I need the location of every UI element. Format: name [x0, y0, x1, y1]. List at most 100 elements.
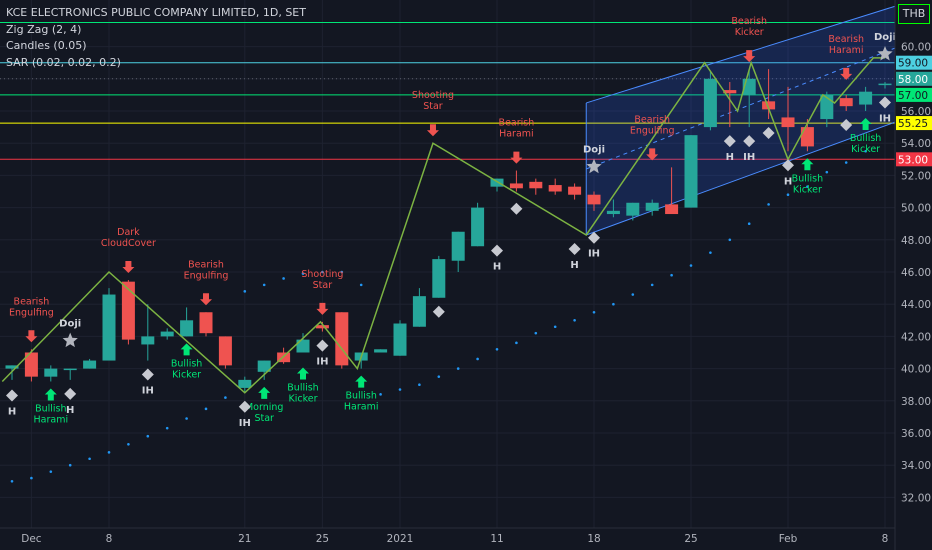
sar-dot — [30, 476, 33, 480]
sar-dot — [301, 272, 305, 275]
sar-series — [10, 149, 867, 483]
price-tick-label: 32.00 — [901, 492, 931, 504]
doji-label: Doji — [59, 319, 81, 330]
sar-dot — [340, 270, 344, 274]
sar-dot — [68, 463, 72, 467]
bear-arrow-icon — [646, 148, 659, 161]
sar-dot — [204, 407, 208, 411]
time-tick-label: 25 — [684, 533, 697, 545]
time-tick-label: Dec — [21, 533, 42, 545]
channel-lower — [586, 121, 895, 236]
regression-channel — [585, 5, 895, 236]
price-tick-label: 54.00 — [901, 138, 931, 150]
chart-legend: KCE ELECTRONICS PUBLIC COMPANY LIMITED, … — [6, 5, 306, 71]
level-badge-label: 57.00 — [898, 90, 928, 102]
doji-label: Doji — [874, 32, 896, 43]
doji-star-icon — [586, 158, 602, 174]
price-tick-label: 60.00 — [901, 42, 931, 54]
candle-body — [762, 101, 776, 110]
candle-body — [839, 98, 853, 107]
sar-dot — [456, 367, 460, 370]
price-tick-label: 56.00 — [901, 106, 931, 118]
time-tick-label: 8 — [106, 533, 113, 545]
pattern-label: Bullish — [35, 403, 66, 414]
pattern-label: Kicker — [735, 27, 764, 38]
sar-dot — [185, 417, 188, 420]
pattern-label: Star — [254, 413, 274, 424]
diamond-icon — [141, 368, 154, 381]
sar-dot — [321, 270, 324, 274]
sar-dot — [262, 283, 266, 287]
pattern-label: Harami — [829, 45, 864, 56]
sar-dot — [379, 393, 382, 396]
pattern-label: Bearish — [634, 114, 670, 125]
sar-dot — [224, 396, 227, 399]
sar-dot — [10, 480, 14, 483]
diamond-icon — [762, 127, 775, 140]
price-tick-label: 44.00 — [901, 299, 931, 311]
pattern-label: Engulfing — [9, 307, 54, 318]
candle-body — [412, 296, 426, 327]
bear-arrow-icon — [426, 124, 439, 137]
candle-body — [723, 90, 737, 94]
sar-dot — [107, 451, 111, 454]
price-tick-label: 42.00 — [901, 331, 931, 343]
pattern-label: CloudCover — [101, 238, 156, 249]
pattern-label: Bearish — [828, 34, 864, 45]
bear-arrow-icon — [840, 67, 853, 80]
diamond-icon — [879, 96, 891, 109]
sar-dot — [515, 341, 518, 345]
time-tick-label: 2021 — [387, 533, 414, 545]
bull-arrow-icon — [801, 158, 814, 171]
sar-dot — [359, 283, 363, 287]
level-badge-label: 59.00 — [898, 58, 928, 70]
candle-body — [102, 294, 116, 361]
candle-body — [296, 339, 310, 353]
indicator-sar[interactable]: SAR (0.02, 0.02, 0.2) — [6, 55, 121, 69]
indicator-candles[interactable]: Candles (0.05) — [6, 39, 87, 52]
candle-body — [684, 135, 698, 208]
candle-body — [781, 117, 795, 128]
sar-dot — [592, 310, 596, 314]
pattern-label: Dark — [117, 227, 140, 238]
sar-dot — [243, 290, 247, 293]
currency-badge[interactable]: THB — [898, 4, 930, 24]
channel-fill — [586, 6, 895, 235]
sar-dot — [670, 273, 673, 277]
candle-body — [335, 312, 349, 366]
pattern-label: Shooting — [301, 269, 343, 280]
indicator-zigzag[interactable]: Zig Zag (2, 4) — [6, 22, 82, 36]
pattern-label: Bearish — [731, 16, 767, 27]
sar-dot — [650, 283, 654, 287]
last-price-label: 58.00 — [898, 74, 928, 86]
sar-dot — [573, 319, 576, 322]
pattern-label: Shooting — [412, 90, 454, 101]
diamond-label: H — [8, 406, 16, 417]
pattern-label: Bullish — [850, 133, 881, 144]
sar-dot — [844, 161, 848, 164]
symbol-title[interactable]: KCE ELECTRONICS PUBLIC COMPANY LIMITED, … — [6, 6, 306, 19]
diamond-label: H — [726, 152, 734, 163]
sar-dot — [146, 434, 150, 438]
bull-arrow-icon — [859, 118, 872, 130]
grid — [0, 0, 895, 528]
level-badge-label: 55.25 — [898, 118, 928, 130]
pattern-label: Kicker — [793, 184, 822, 195]
time-tick-label: 25 — [316, 533, 329, 545]
doji-label: Doji — [583, 145, 605, 156]
diamond-label: IH — [316, 357, 328, 368]
sar-dot — [553, 325, 557, 329]
sar-dot — [631, 293, 635, 296]
sar-dot — [767, 203, 770, 206]
zigzag-line — [1, 57, 885, 394]
candle-body — [432, 259, 446, 298]
sar-dot — [689, 264, 693, 267]
diamond-icon — [432, 305, 445, 318]
pattern-markers: Bearish Engulfing Bullish Harami DarkCloudCo… — [6, 16, 896, 429]
sar-dot — [437, 375, 441, 378]
candle-body — [24, 352, 38, 377]
sar-dot — [747, 222, 751, 225]
